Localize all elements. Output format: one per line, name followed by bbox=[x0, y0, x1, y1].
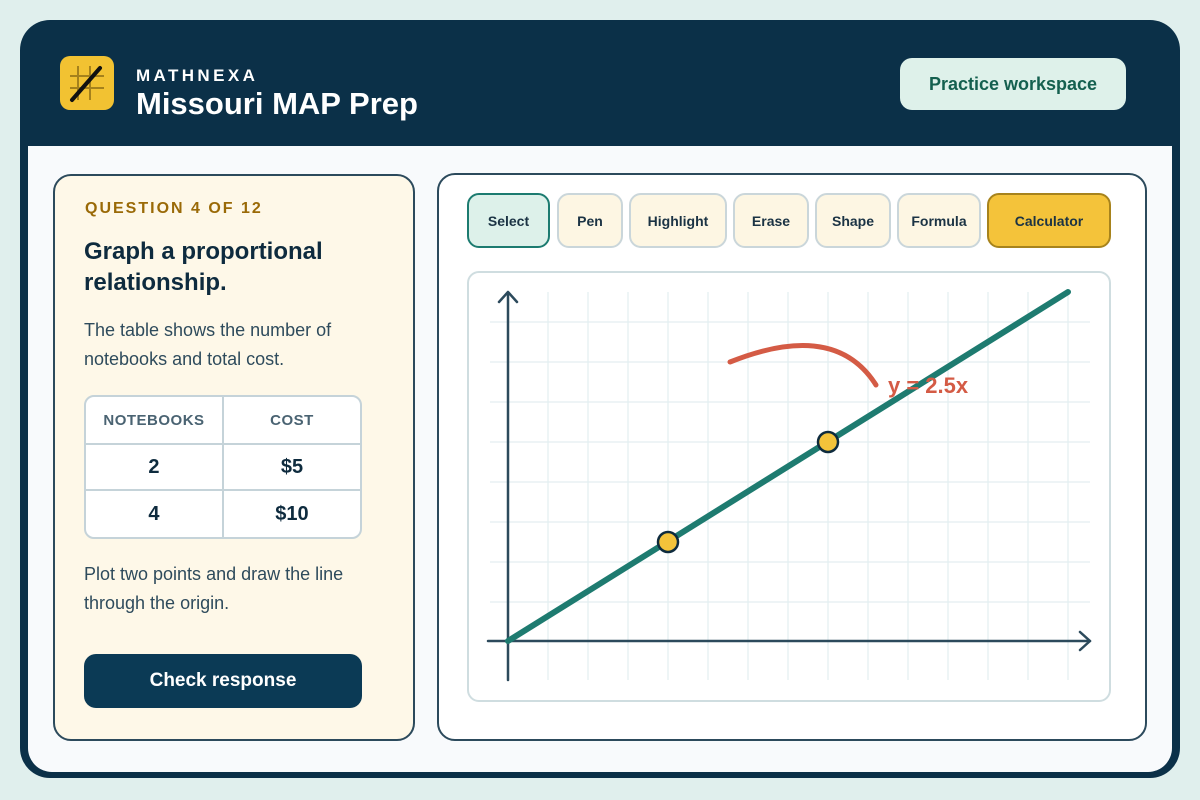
table-header-notebooks: NOTEBOOKS bbox=[86, 397, 224, 445]
table-cell: 2 bbox=[86, 445, 224, 491]
data-table: NOTEBOOKS COST 2 $5 4 $10 bbox=[84, 395, 362, 539]
graph-canvas[interactable] bbox=[467, 271, 1111, 702]
practice-workspace-button[interactable]: Practice workspace bbox=[900, 58, 1126, 110]
brand-name: MATHNEXA bbox=[136, 66, 259, 85]
tool-pen[interactable]: Pen bbox=[557, 193, 623, 248]
table-cell: $5 bbox=[223, 445, 360, 491]
app-title: Missouri MAP Prep bbox=[136, 86, 418, 121]
axes bbox=[486, 290, 1092, 682]
table-header-row: NOTEBOOKS COST bbox=[86, 397, 360, 445]
equation-label: y = 2.5x bbox=[888, 373, 969, 398]
tool-calculator[interactable]: Calculator bbox=[987, 193, 1111, 248]
table-header-cost: COST bbox=[223, 397, 360, 445]
question-number: QUESTION 4 OF 12 bbox=[85, 200, 263, 217]
proportional-line[interactable] bbox=[505, 289, 1071, 644]
table-cell: 4 bbox=[86, 491, 224, 537]
table-row: 4 $10 bbox=[86, 491, 360, 537]
table-cell: $10 bbox=[275, 502, 309, 525]
question-description: The table shows the number of notebooks … bbox=[84, 320, 332, 369]
grid-pencil-logo-icon bbox=[60, 56, 114, 110]
tool-select[interactable]: Select bbox=[467, 193, 550, 248]
plotted-point[interactable] bbox=[656, 530, 680, 554]
grid-lines bbox=[490, 292, 1090, 680]
question-title: Graph a proportional relationship. bbox=[84, 238, 323, 296]
plotted-point[interactable] bbox=[816, 430, 840, 454]
check-response-button[interactable]: Check response bbox=[84, 654, 362, 708]
tool-shape[interactable]: Shape bbox=[815, 193, 891, 248]
tool-formula[interactable]: Formula bbox=[897, 193, 981, 248]
tool-highlight[interactable]: Highlight bbox=[629, 193, 727, 248]
table-row: 2 $5 bbox=[86, 445, 360, 491]
pen-annotation[interactable] bbox=[727, 343, 879, 388]
tool-erase[interactable]: Erase bbox=[733, 193, 809, 248]
question-instruction: Plot two points and draw the line throug… bbox=[84, 564, 344, 613]
